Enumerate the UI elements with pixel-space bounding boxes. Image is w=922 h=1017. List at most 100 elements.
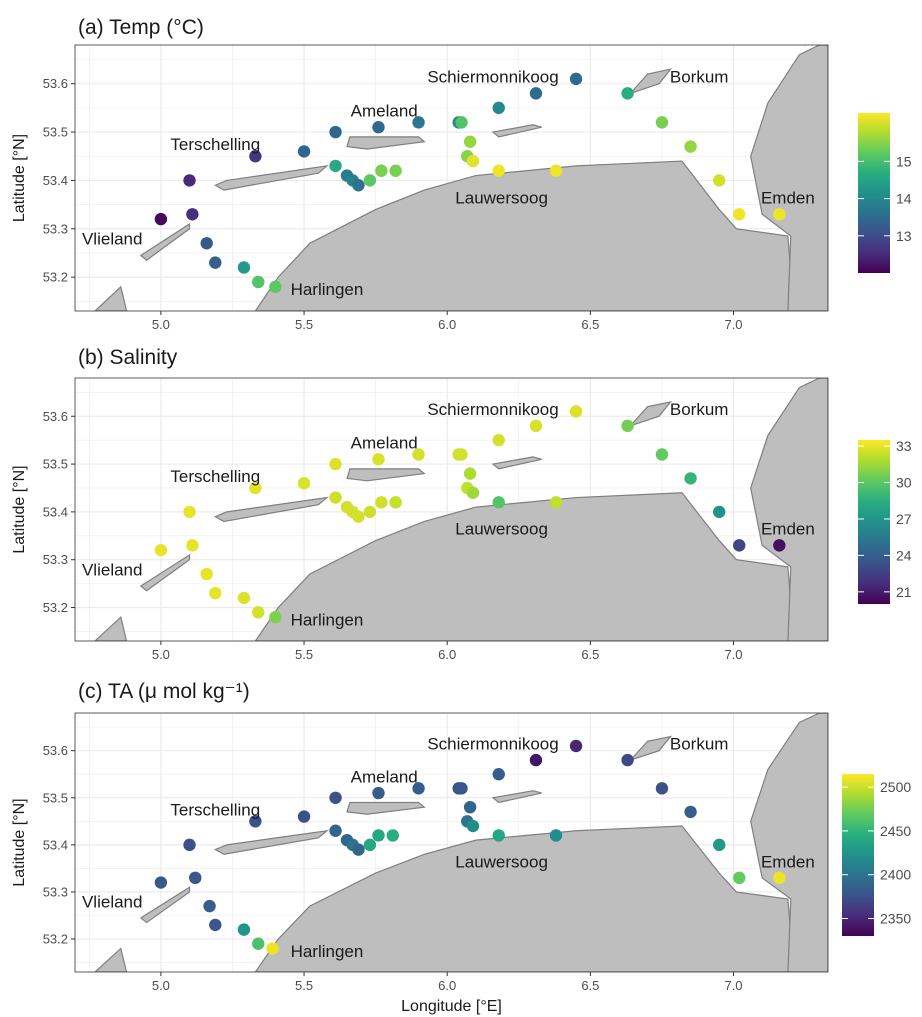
place-label: Emden: [761, 852, 815, 871]
data-point: [269, 610, 282, 624]
plot-border: [74, 44, 829, 312]
data-point: [492, 433, 505, 447]
data-point: [389, 164, 402, 177]
mainland-east: [750, 378, 828, 641]
y-tick-label: 53.3: [43, 221, 68, 236]
data-point: [549, 829, 563, 842]
colorbar: 2350 2400 2450 2500: [842, 774, 911, 936]
island-schiermonnikoog: [491, 124, 542, 138]
data-point: [621, 419, 634, 433]
data-point: [249, 815, 262, 828]
place-label: Ameland: [351, 101, 418, 120]
x-tick-label: 7.0: [724, 647, 742, 662]
colorbar-tick-label: 2400: [880, 867, 911, 883]
island-vlieland: [139, 222, 191, 261]
island-schiermonnikoog: [491, 790, 542, 804]
x-tick-label: 5.5: [295, 317, 313, 332]
data-point: [352, 179, 365, 192]
data-point: [252, 937, 265, 950]
data-point: [492, 829, 505, 842]
place-label: Lauwersoog: [455, 188, 548, 207]
data-point: [154, 876, 168, 889]
x-tick-label: 5.5: [295, 978, 313, 993]
data-point: [209, 256, 222, 269]
island-texel: [94, 947, 128, 972]
place-label: Ameland: [351, 434, 418, 453]
data-point: [733, 871, 746, 885]
x-tick-label: 6.5: [581, 647, 599, 662]
colorbar-gradient: [842, 774, 874, 936]
data-point: [684, 805, 697, 819]
island-terschelling: [213, 829, 329, 855]
colorbar-gradient: [858, 440, 890, 604]
panel-title: (a) Temp (°C): [78, 16, 204, 39]
place-label: Emden: [761, 520, 815, 539]
x-tick-label: 6.5: [581, 978, 599, 993]
place-label: Schiermonnikoog: [427, 67, 558, 86]
data-point: [186, 539, 199, 552]
island-vlieland: [139, 886, 191, 924]
data-point: [455, 448, 468, 461]
data-point: [621, 87, 634, 100]
data-point: [269, 280, 282, 294]
data-point: [252, 275, 265, 289]
data-point: [183, 838, 196, 852]
place-label: Schiermonnikoog: [427, 735, 558, 754]
place-label: Borkum: [670, 735, 729, 754]
data-point: [389, 496, 402, 509]
place-label: Lauwersoog: [455, 852, 548, 871]
place-label: Terschelling: [170, 135, 260, 154]
x-tick-label: 7.0: [724, 978, 742, 993]
island-borkum: [628, 735, 673, 762]
y-tick-label: 53.2: [43, 600, 68, 615]
x-tick-label: 5.5: [295, 647, 313, 662]
data-point: [713, 174, 726, 187]
data-point: [684, 140, 697, 153]
data-point: [569, 72, 583, 86]
mainland: [254, 492, 795, 641]
island-ameland: [346, 801, 426, 815]
colorbar-tick-label: 33: [896, 438, 912, 454]
y-tick-label: 53.2: [43, 932, 68, 947]
data-point: [492, 164, 505, 177]
data-point: [655, 448, 669, 461]
y-tick-label: 53.4: [43, 837, 68, 852]
x-tick-label: 5.0: [152, 317, 170, 332]
x-tick-label: 5.0: [152, 647, 170, 662]
data-point: [412, 782, 425, 795]
data-point: [329, 125, 342, 139]
data-point: [249, 150, 262, 163]
data-point: [363, 838, 377, 852]
place-label: Terschelling: [170, 467, 260, 486]
island-ameland: [346, 136, 426, 150]
data-point: [297, 810, 311, 823]
y-tick-label: 53.2: [43, 270, 68, 285]
colorbar-tick-label: 2350: [880, 910, 911, 926]
data-point: [329, 457, 342, 471]
colorbar-tick-label: 27: [896, 511, 912, 527]
data-point: [154, 543, 168, 557]
colorbar: 13 14 15: [858, 113, 912, 273]
data-point: [569, 405, 583, 418]
data-point: [655, 116, 669, 129]
colorbar-tick-label: 15: [896, 153, 912, 169]
data-point: [372, 829, 385, 842]
y-tick-label: 53.5: [43, 125, 68, 140]
island-terschelling: [213, 165, 329, 191]
data-point: [200, 237, 213, 250]
island-ameland: [346, 468, 426, 482]
place-label: Borkum: [670, 400, 729, 419]
data-point: [529, 753, 543, 767]
data-point: [455, 782, 468, 795]
data-point: [463, 135, 477, 148]
place-label: Vlieland: [82, 560, 143, 579]
island-texel: [94, 285, 128, 311]
data-point: [621, 753, 634, 767]
mainland-east: [750, 713, 828, 972]
land: [94, 45, 828, 311]
place-label: Harlingen: [291, 280, 364, 299]
data-point: [189, 871, 202, 885]
data-point: [655, 782, 669, 795]
data-point: [372, 453, 385, 466]
